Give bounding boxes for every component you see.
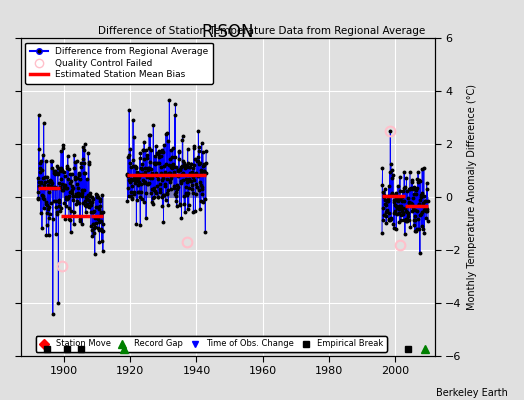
Legend: Station Move, Record Gap, Time of Obs. Change, Empirical Break: Station Move, Record Gap, Time of Obs. C… bbox=[36, 336, 387, 352]
Title: RISON: RISON bbox=[202, 23, 254, 41]
Text: Berkeley Earth: Berkeley Earth bbox=[436, 388, 508, 398]
Text: Difference of Station Temperature Data from Regional Average: Difference of Station Temperature Data f… bbox=[99, 26, 425, 36]
Y-axis label: Monthly Temperature Anomaly Difference (°C): Monthly Temperature Anomaly Difference (… bbox=[467, 84, 477, 310]
